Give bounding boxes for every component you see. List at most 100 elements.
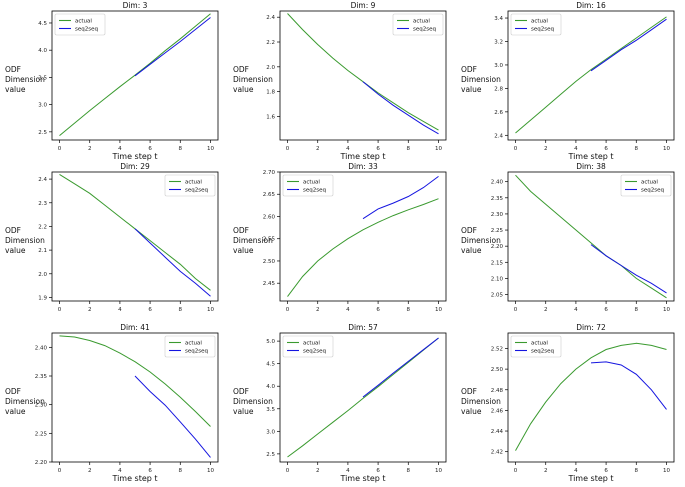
legend-box: [282, 335, 334, 358]
chart-svg: Dim: 38 0 2 4 6 8 10 2.05 2.10 2.15 2.20 2.25 2.30 2.…: [461, 162, 675, 313]
x-tick-label: 0: [286, 468, 290, 474]
series-line-actual: [515, 342, 667, 451]
legend-box: [164, 174, 216, 197]
legend-label: actual: [413, 19, 430, 25]
series-line-seq2seq: [362, 337, 439, 398]
x-tick-label: 8: [635, 146, 639, 152]
legend-box: [282, 174, 334, 197]
y-tick-label: 3.0: [38, 103, 47, 109]
x-tick-label: 8: [407, 307, 411, 313]
legend-box: [510, 13, 562, 36]
legend-label: actual: [185, 180, 202, 186]
chart-title: Dim: 57: [348, 323, 378, 332]
chart-panel: Dim: 41 0 2 4 6 8 10 2.20 2.25 2.30 2.35 2.40 ODF Dim…: [0, 322, 229, 483]
x-tick-label: 2: [88, 307, 92, 313]
chart-svg: Dim: 41 0 2 4 6 8 10 2.20 2.25 2.30 2.35 2.40 ODF Dim…: [5, 323, 219, 483]
legend-box: [620, 174, 672, 197]
legend: actual seq2seq: [164, 174, 216, 197]
x-tick-label: 2: [316, 146, 320, 152]
x-tick-label: 8: [179, 146, 183, 152]
chart-title: Dim: 29: [120, 162, 150, 171]
x-tick-label: 2: [316, 468, 320, 474]
legend-label: seq2seq: [303, 349, 326, 355]
series-line-seq2seq: [134, 228, 211, 297]
legend-label: seq2seq: [413, 27, 436, 33]
legend: actual seq2seq: [510, 335, 562, 358]
x-tick-label: 6: [376, 307, 380, 313]
legend-label: actual: [303, 180, 320, 186]
chart-panel: Dim: 16 0 2 4 6 8 10 2.4 2.6 2.8 3.0 3.2 3.4 ODF Dimen…: [456, 0, 685, 161]
x-tick-label: 2: [88, 468, 92, 474]
y-tick-label: 2.60: [263, 214, 276, 220]
x-tick-label: 8: [635, 307, 639, 313]
x-tick-label: 8: [407, 146, 411, 152]
axes-frame: [51, 171, 219, 302]
y-tick-label: 2.25: [491, 228, 504, 234]
y-axis-label: ODF Dimension value: [233, 65, 273, 94]
x-tick-label: 8: [407, 468, 411, 474]
x-tick-label: 8: [179, 468, 183, 474]
y-tick-label: 2.30: [35, 403, 48, 409]
axes-frame: [279, 10, 447, 141]
y-tick-label: 2.2: [266, 40, 275, 46]
y-tick-label: 2.8: [494, 86, 503, 92]
series-line-seq2seq: [590, 244, 667, 294]
chart-title: Dim: 16: [576, 1, 606, 10]
y-axis-label: ODF Dimension value: [233, 387, 273, 416]
x-tick-label: 4: [574, 307, 578, 313]
chart-title: Dim: 33: [348, 162, 378, 171]
y-tick-label: 2.48: [491, 388, 504, 394]
x-tick-label: 10: [207, 307, 214, 313]
series-line-actual: [287, 337, 439, 458]
y-tick-label: 4.5: [266, 362, 275, 368]
axes-frame: [507, 10, 675, 141]
axes-frame: [51, 10, 219, 141]
legend-label: seq2seq: [531, 349, 554, 355]
series-line-seq2seq: [362, 81, 439, 135]
x-tick-label: 10: [663, 468, 670, 474]
legend-label: seq2seq: [531, 27, 554, 33]
y-tick-label: 2.42: [491, 450, 503, 456]
legend-label: seq2seq: [185, 188, 208, 194]
legend-box: [164, 335, 216, 358]
x-tick-label: 10: [207, 146, 214, 152]
series-line-seq2seq: [590, 361, 667, 410]
x-tick-label: 0: [58, 468, 62, 474]
series-line-seq2seq: [590, 18, 667, 72]
axes-frame: [51, 332, 219, 463]
y-tick-label: 2.52: [491, 346, 503, 352]
legend: actual seq2seq: [620, 174, 672, 197]
x-tick-label: 2: [316, 307, 320, 313]
y-tick-label: 2.5: [266, 452, 275, 458]
y-tick-label: 2.10: [491, 276, 504, 282]
chart-svg: Dim: 72 0 2 4 6 8 10 2.42 2.44 2.46 2.48 2.50 2.52 OD…: [461, 323, 675, 483]
y-tick-label: 2.6: [494, 110, 503, 116]
y-axis-label: ODF Dimension value: [5, 387, 45, 416]
y-tick-label: 2.44: [491, 429, 504, 435]
chart-panel: Dim: 9 0 2 4 6 8 10 1.6 1.8 2.0 2.2 2.4 ODF Dimension…: [228, 0, 457, 161]
x-tick-label: 6: [376, 468, 380, 474]
x-tick-label: 0: [514, 307, 518, 313]
x-axis-label: Time step t: [111, 474, 157, 483]
y-tick-label: 4.0: [38, 48, 47, 54]
x-axis-label: Time step t: [567, 152, 613, 161]
y-tick-label: 2.65: [263, 192, 276, 198]
y-axis-label: ODF Dimension value: [5, 226, 45, 255]
chart-panel: Dim: 29 0 2 4 6 8 10 1.9 2.0 2.1 2.2 2.3 2.4 ODF Dimen…: [0, 161, 229, 322]
chart-title: Dim: 38: [576, 162, 606, 171]
x-tick-label: 0: [514, 468, 518, 474]
chart-panel: Dim: 33 0 2 4 6 8 10 2.45 2.50 2.55 2.60 2.65 2.70 OD…: [228, 161, 457, 322]
x-tick-label: 2: [544, 146, 548, 152]
y-tick-label: 2.1: [38, 248, 47, 254]
y-tick-label: 2.25: [35, 431, 48, 437]
x-tick-label: 10: [663, 146, 670, 152]
series-line-seq2seq: [134, 17, 211, 77]
legend: actual seq2seq: [510, 13, 562, 36]
x-tick-label: 4: [118, 468, 122, 474]
x-tick-label: 2: [544, 307, 548, 313]
y-tick-label: 2.30: [491, 212, 504, 218]
y-tick-label: 2.50: [491, 367, 504, 373]
y-axis-label: ODF Dimension value: [461, 226, 501, 255]
chart-svg: Dim: 16 0 2 4 6 8 10 2.4 2.6 2.8 3.0 3.2 3.4 ODF Dimen…: [461, 1, 675, 161]
